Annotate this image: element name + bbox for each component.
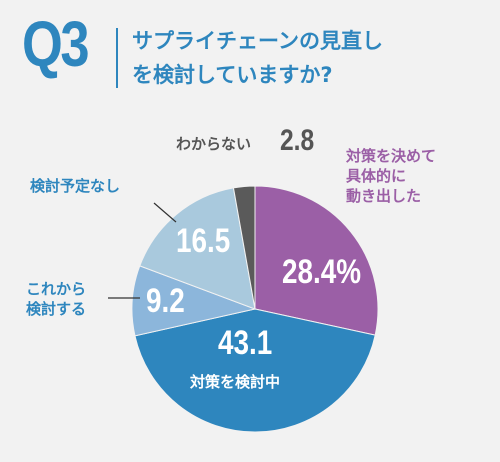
slice-value-unknown: 2.8 — [280, 124, 315, 157]
slice-label-considering: 対策を検討中 — [190, 373, 281, 391]
question-line-2: を検討していますか? — [132, 63, 333, 87]
slice-label-unknown: わからない — [176, 135, 252, 153]
pie-slice-no-plan — [139, 187, 256, 310]
pie-slice-started-action — [254, 185, 379, 336]
slice-value-started-action: 28.4% — [282, 253, 362, 291]
slice-label-no-plan: 検討予定なし — [30, 177, 121, 195]
slice-label-line: これから — [26, 280, 87, 298]
slice-value-will-consider: 9.2 — [146, 282, 185, 320]
slice-label-will-consider: これから 検討する — [26, 279, 86, 319]
question-title: サプライチェーンの見直し を検討していますか? — [132, 24, 383, 92]
question-number-badge: Q3 — [22, 8, 90, 80]
slice-value-no-plan: 16.5 — [176, 222, 231, 260]
title-divider — [116, 28, 118, 88]
slice-label-line: 検討する — [26, 300, 87, 318]
slice-label-line: 動き出した — [346, 187, 422, 205]
leader-line-no-plan — [153, 202, 177, 223]
slice-label-started-action: 対策を決めて 具体的に 動き出した — [346, 146, 436, 206]
slice-label-line: 対策を決めて — [346, 147, 437, 165]
slice-label-line: 具体的に — [346, 167, 407, 185]
question-line-1: サプライチェーンの見直し — [132, 29, 383, 53]
pie-slice-considering — [134, 308, 376, 433]
slice-value-considering: 43.1 — [218, 324, 273, 362]
pie-slice-unknown — [232, 185, 256, 310]
